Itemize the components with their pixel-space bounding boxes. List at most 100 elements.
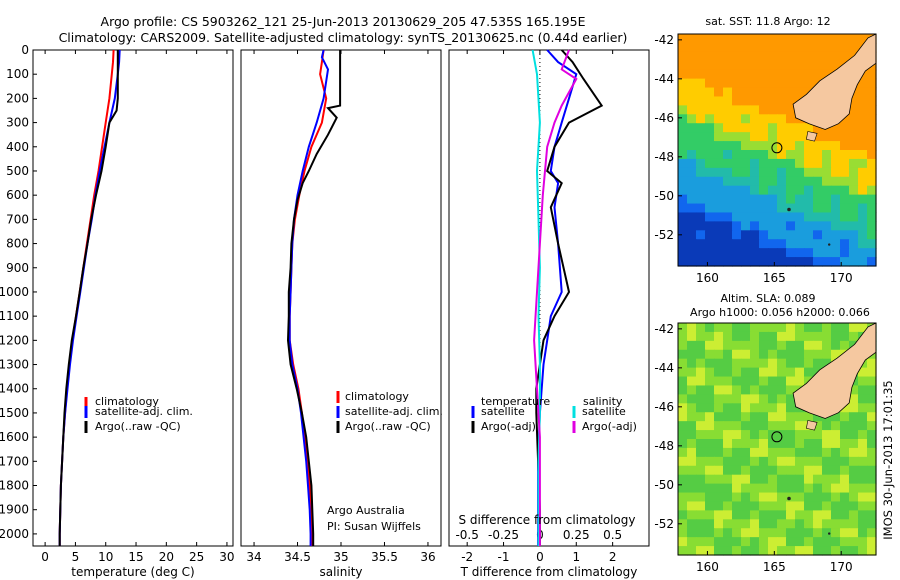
map-cell — [705, 185, 715, 196]
map-cell — [786, 403, 796, 413]
map-cell — [822, 340, 832, 351]
map-cell — [795, 447, 805, 458]
map-cell — [831, 34, 841, 44]
map-cell — [759, 51, 769, 62]
map-cell — [768, 349, 778, 360]
map-cell — [804, 349, 814, 360]
map-cell — [705, 150, 715, 160]
stewart-island — [806, 420, 818, 431]
map-cell — [768, 323, 778, 333]
map-cell — [813, 465, 823, 476]
map-cell — [687, 421, 697, 431]
map-cell — [840, 537, 850, 547]
map-cell — [678, 34, 688, 44]
map-cell — [813, 123, 823, 133]
map-cell — [714, 212, 724, 222]
map-cell — [741, 430, 751, 440]
map-cell — [696, 230, 706, 240]
map-cell — [777, 331, 787, 342]
map-cell — [786, 439, 796, 449]
map-cell — [858, 510, 868, 520]
map-cell — [759, 349, 769, 360]
map-cell — [678, 42, 688, 53]
y-tick-label: 400 — [6, 140, 29, 154]
map-cell — [822, 492, 832, 503]
map-cell — [840, 510, 850, 520]
map-cell — [732, 501, 742, 511]
map-cell — [804, 483, 814, 494]
map-cell — [768, 60, 778, 71]
map-cell — [831, 248, 841, 258]
map-cell — [723, 430, 733, 440]
map-cell — [723, 456, 733, 467]
map-cell — [714, 105, 724, 115]
sst-map-title: sat. SST: 11.8 Argo: 12 — [705, 15, 830, 28]
map-cell — [678, 185, 688, 196]
map-cell — [696, 34, 706, 44]
map-cell — [696, 176, 706, 187]
map-cell — [687, 114, 697, 124]
map-cell — [831, 176, 841, 187]
map-cell — [777, 474, 787, 485]
map-cell — [858, 141, 868, 151]
map-cell — [678, 510, 688, 520]
map-cell — [687, 456, 697, 467]
map-cell — [849, 546, 859, 556]
map-cell — [804, 340, 814, 351]
map-cell — [696, 221, 706, 231]
map-cell — [759, 412, 769, 422]
map-cell — [732, 510, 742, 520]
temperature-axes-frame — [32, 49, 234, 547]
map-cell — [759, 528, 769, 538]
map-cell — [804, 501, 814, 511]
map-cell — [750, 212, 760, 222]
map-cell — [822, 167, 832, 178]
map-cell — [795, 528, 805, 538]
map-cell — [867, 367, 877, 378]
map-cell — [795, 537, 805, 547]
map-cell — [858, 367, 868, 378]
sst-map-lat-ticks: -42 -44 -46 -48 -50 -52 — [654, 33, 682, 242]
map-cell — [777, 519, 787, 529]
lat-tick-label: -50 — [654, 478, 674, 492]
map-cell — [804, 519, 814, 529]
map-cell — [759, 501, 769, 511]
map-cell — [696, 114, 706, 124]
map-cell — [696, 367, 706, 378]
legend-argo-label: Argo(..raw -QC) — [345, 420, 431, 433]
map-cell — [723, 528, 733, 538]
map-cell — [750, 403, 760, 413]
map-cell — [741, 421, 751, 431]
t-difference-x-ticks: -2 -1 0 1 2 — [461, 50, 616, 564]
map-cell — [813, 501, 823, 511]
map-cell — [849, 194, 859, 205]
map-cell — [705, 141, 715, 151]
map-cell — [678, 69, 688, 80]
map-cell — [714, 323, 724, 333]
map-cell — [714, 132, 724, 142]
map-cell — [705, 194, 715, 205]
map-cell — [849, 176, 859, 187]
map-cell — [741, 323, 751, 333]
map-cell — [840, 167, 850, 178]
map-cell — [705, 528, 715, 538]
map-cell — [750, 158, 760, 169]
map-cell — [795, 331, 805, 342]
map-cell — [678, 176, 688, 187]
map-cell — [768, 230, 778, 240]
map-cell — [687, 194, 697, 205]
map-cell — [705, 69, 715, 80]
map-cell — [696, 483, 706, 494]
map-cell — [858, 132, 868, 142]
map-cell — [714, 430, 724, 440]
map-cell — [750, 528, 760, 538]
map-cell — [723, 34, 733, 44]
map-cell — [759, 96, 769, 106]
map-cell — [750, 331, 760, 342]
map-cell — [795, 123, 805, 133]
map-cell — [840, 519, 850, 529]
map-cell — [750, 87, 760, 98]
map-cell — [795, 221, 805, 231]
map-cell — [831, 239, 841, 249]
y-tick-label: 1700 — [0, 454, 29, 468]
